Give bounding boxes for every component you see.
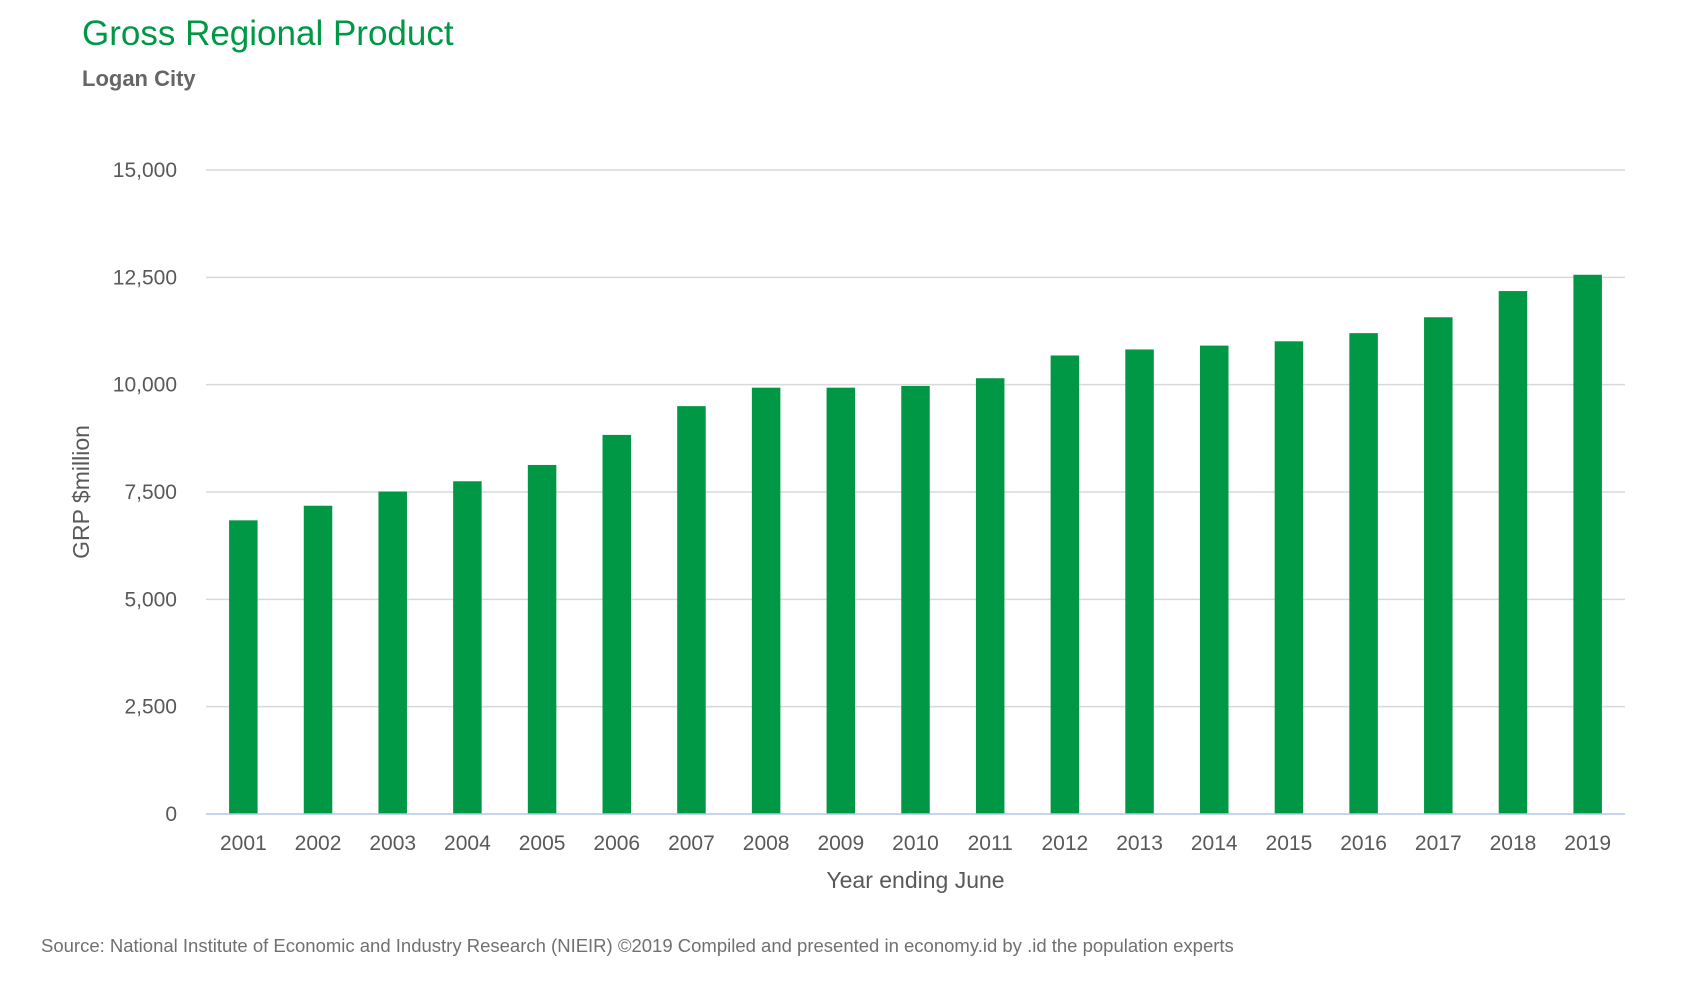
x-axis-label: Year ending June bbox=[826, 867, 1004, 893]
x-tick-label: 2003 bbox=[369, 832, 416, 855]
y-tick-label: 2,500 bbox=[124, 696, 177, 719]
y-tick-label: 12,500 bbox=[113, 266, 177, 289]
bar-2008 bbox=[751, 387, 781, 814]
y-tick-label: 10,000 bbox=[113, 374, 177, 397]
x-tick-label: 2002 bbox=[295, 832, 342, 855]
y-axis-label: GRP $million bbox=[68, 425, 94, 559]
chart-title: Gross Regional Product bbox=[82, 14, 454, 53]
y-tick-label: 15,000 bbox=[113, 159, 177, 182]
x-tick-label: 2016 bbox=[1340, 832, 1387, 855]
bar-2002 bbox=[303, 505, 333, 814]
bar-2019 bbox=[1573, 274, 1602, 814]
x-tick-label: 2001 bbox=[220, 832, 267, 855]
x-tick-label: 2009 bbox=[817, 832, 864, 855]
bar-2009 bbox=[826, 387, 856, 814]
x-axis-ticks: 2001 2002 2003 2004 2005 2006 2007 2008 2009 2010… bbox=[220, 832, 1611, 855]
bar-2011 bbox=[975, 378, 1005, 814]
bars bbox=[229, 274, 1602, 814]
bar-2003 bbox=[378, 491, 407, 814]
bar-2001 bbox=[229, 520, 258, 814]
y-tick-label: 5,000 bbox=[124, 588, 177, 611]
bar-2005 bbox=[527, 464, 557, 814]
bar-2018 bbox=[1498, 291, 1528, 814]
bar-2007 bbox=[677, 406, 706, 814]
x-tick-label: 2012 bbox=[1042, 832, 1089, 855]
bar-2006 bbox=[602, 434, 632, 814]
x-tick-label: 2017 bbox=[1415, 832, 1462, 855]
x-tick-label: 2018 bbox=[1490, 832, 1537, 855]
x-tick-label: 2008 bbox=[743, 832, 790, 855]
x-tick-label: 2006 bbox=[593, 832, 640, 855]
bar-2015 bbox=[1274, 341, 1304, 814]
bar-2017 bbox=[1424, 317, 1453, 814]
x-tick-label: 2004 bbox=[444, 832, 491, 855]
x-tick-label: 2005 bbox=[519, 832, 566, 855]
x-tick-label: 2014 bbox=[1191, 832, 1238, 855]
source-note: Source: National Institute of Economic a… bbox=[41, 935, 1234, 956]
bar-2014 bbox=[1199, 345, 1229, 814]
x-tick-label: 2007 bbox=[668, 832, 715, 855]
x-tick-label: 2015 bbox=[1266, 832, 1313, 855]
bar-2012 bbox=[1050, 355, 1080, 814]
y-axis-ticks: 0 2,500 5,000 7,500 10,000 12,500 15,000 bbox=[113, 159, 177, 826]
x-tick-label: 2011 bbox=[968, 832, 1013, 855]
y-tick-label: 0 bbox=[165, 803, 177, 826]
x-tick-label: 2013 bbox=[1116, 832, 1163, 855]
x-tick-label: 2010 bbox=[892, 832, 939, 855]
chart-subtitle: Logan City bbox=[82, 66, 196, 91]
bar-2010 bbox=[901, 385, 930, 814]
bar-2013 bbox=[1125, 349, 1154, 814]
bar-2004 bbox=[453, 481, 482, 814]
x-tick-label: 2019 bbox=[1564, 832, 1611, 855]
y-tick-label: 7,500 bbox=[124, 481, 177, 504]
bar-2016 bbox=[1349, 333, 1378, 814]
